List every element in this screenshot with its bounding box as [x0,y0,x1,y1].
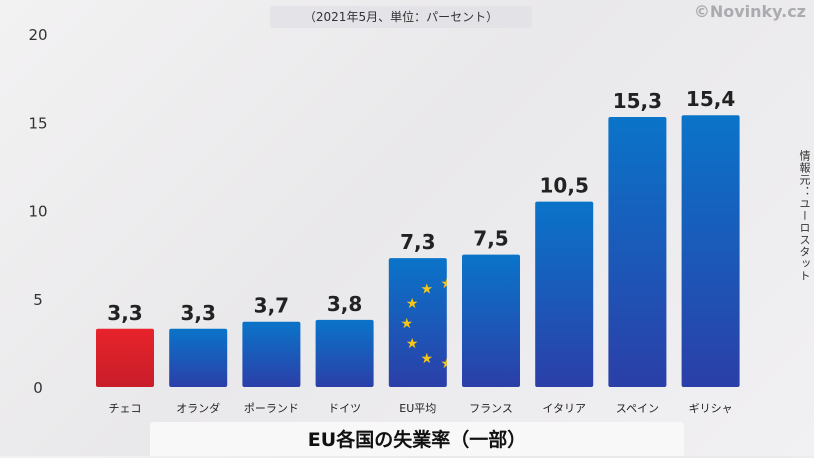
value-label: 15,3 [613,89,662,113]
x-tick-label: オランダ [176,401,220,415]
bar-6 [535,201,594,387]
bar-7 [608,116,667,387]
eu-star-icon: ★ [406,336,419,352]
value-label: 3,8 [327,292,362,316]
eu-star-icon: ★ [441,276,454,292]
x-tick-label: ドイツ [328,402,361,415]
value-label: 10,5 [540,174,589,198]
eu-star-icon: ★ [421,351,434,367]
bar-3 [315,319,374,387]
bar-8 [681,115,740,387]
value-label: 3,7 [254,294,289,318]
bar-1 [169,328,228,387]
bar-2 [242,321,301,387]
value-label: 15,4 [686,87,735,111]
y-tick-label: 15 [28,114,47,132]
value-label: 7,5 [473,227,508,251]
x-tick-label: ポーランド [244,402,299,415]
y-tick-label: 20 [28,26,47,44]
x-tick-label: イタリア [542,402,586,415]
bar-0 [96,328,154,387]
x-tick-label: フランス [469,402,513,415]
watermark-logo: ©Novinky.cz [693,2,806,21]
y-tick-label: 0 [33,379,43,397]
value-label: 3,3 [107,301,142,325]
eu-star-icon: ★ [421,282,434,298]
x-tick-label: スペイン [616,402,659,415]
eu-stars-icon: ★★★★★★★★★★★★ [401,276,454,372]
eu-star-icon: ★ [401,316,414,332]
bar-4 [388,258,447,387]
y-tick-label: 5 [33,291,43,309]
x-tick-label: EU平均 [399,402,436,415]
eu-star-icon: ★ [406,296,419,312]
source-note: 情報元：ユーロスタット [798,150,811,282]
chart-subtitle: （2021年5月、単位：パーセント） [270,6,532,28]
value-label: 7,3 [400,230,435,254]
y-tick-label: 10 [28,203,47,221]
chart-title: EU各国の失業率（一部） [150,422,684,456]
value-label: 3,3 [180,301,215,325]
x-tick-label: ギリシャ [689,402,733,415]
eu-star-icon: ★ [441,356,454,372]
x-tick-label: チェコ [109,402,142,415]
bar-5 [462,254,520,387]
